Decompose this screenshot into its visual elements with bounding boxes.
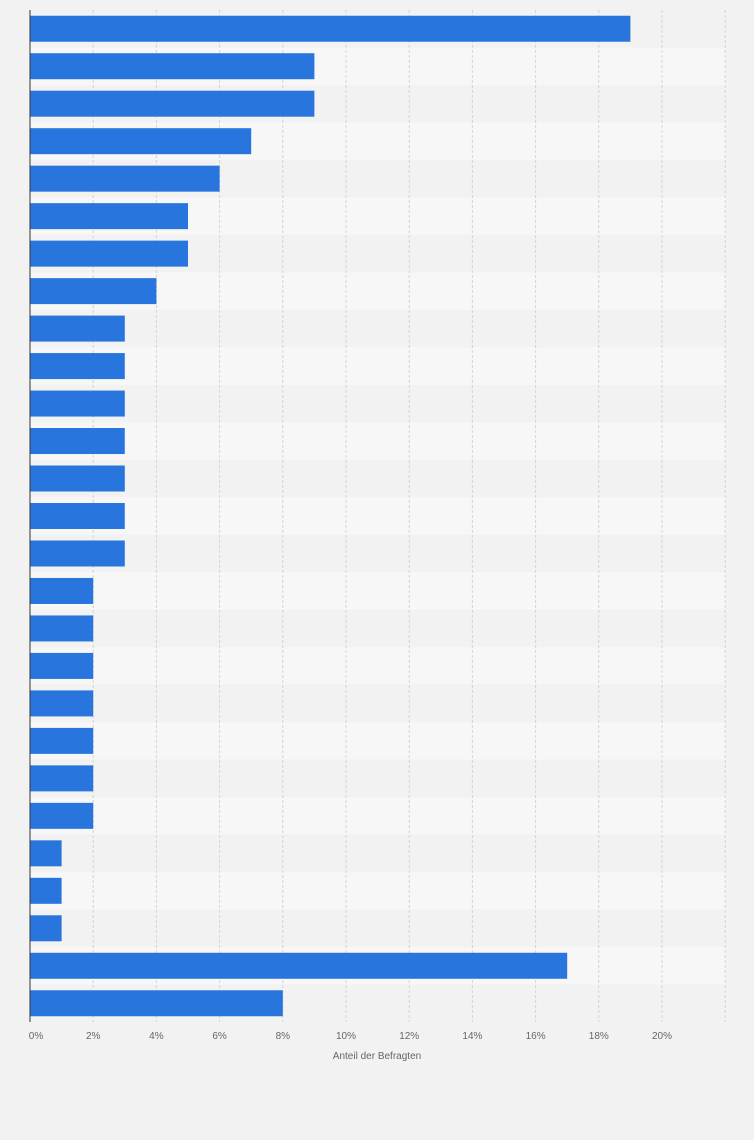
bar[interactable] [30,952,568,979]
bar[interactable] [30,802,94,829]
bars [30,15,631,1017]
bar[interactable] [30,353,125,380]
bar[interactable] [30,15,631,42]
x-tick-labels: 0% 2% 4% 6% 8% 10% 12% 14% 16% 18% 20% [29,1031,672,1042]
x-axis-title: Anteil der Befragten [333,1051,421,1062]
bar[interactable] [30,577,94,604]
bar[interactable] [30,990,283,1017]
bar[interactable] [30,915,62,942]
row-bands [30,10,726,1022]
x-tick-label: 20% [652,1031,672,1042]
bar[interactable] [30,727,94,754]
bar[interactable] [30,428,125,455]
row-band [30,347,726,385]
bar[interactable] [30,540,125,567]
bar[interactable] [30,203,188,230]
row-band [30,309,726,348]
x-tick-label: 10% [336,1031,356,1042]
x-tick-label: 14% [462,1031,482,1042]
row-band [30,909,726,948]
bar[interactable] [30,877,62,904]
row-band [30,497,726,535]
bar[interactable] [30,615,94,642]
x-tick-label: 16% [526,1031,546,1042]
x-tick-label: 6% [212,1031,227,1042]
row-band [30,872,726,910]
row-band [30,722,726,760]
row-band [30,834,726,873]
row-band [30,534,726,573]
row-band [30,459,726,498]
bar[interactable] [30,765,94,792]
bar[interactable] [30,128,252,155]
bar[interactable] [30,840,62,867]
bar[interactable] [30,465,125,492]
bar[interactable] [30,503,125,529]
bar[interactable] [30,390,125,417]
bar[interactable] [30,165,220,192]
bar[interactable] [30,90,315,117]
x-tick-label: 18% [589,1031,609,1042]
row-band [30,797,726,835]
bar[interactable] [30,278,157,305]
row-band [30,684,726,723]
bar[interactable] [30,53,315,80]
row-band [30,759,726,798]
bar[interactable] [30,652,94,679]
row-band [30,647,726,685]
x-tick-label: 2% [86,1031,101,1042]
bar[interactable] [30,240,188,267]
row-band [30,572,726,610]
row-band [30,422,726,460]
row-band [30,609,726,648]
x-tick-label: 8% [276,1031,291,1042]
x-tick-label: 4% [149,1031,164,1042]
x-tick-label: 12% [399,1031,419,1042]
bar[interactable] [30,690,94,717]
bar[interactable] [30,315,125,342]
x-tick-label: 0% [29,1031,44,1042]
row-band [30,384,726,423]
